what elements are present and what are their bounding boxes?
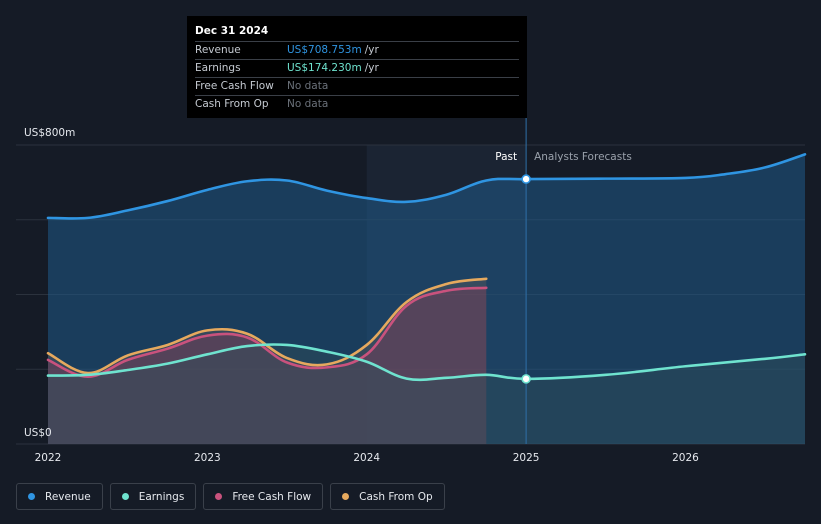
legend-label-free-cash-flow: Free Cash Flow [232,490,312,503]
free-cash-flow-dot-icon [215,493,223,500]
free-cash-flow-line [46,286,488,379]
cash-from-op-area [48,278,487,444]
revenue-area [48,154,805,444]
cash-from-op-dot-icon [342,493,350,500]
legend-label-earnings: Earnings [138,490,185,503]
legend-item-revenue[interactable]: Revenue [16,483,103,510]
tooltip-value-revenue: US$708.753m [287,44,362,56]
tooltip-row-earnings: Earnings US$174.230m /yr [195,59,519,77]
chart: US$0 US$800m 2022 2023 2024 2025 2026 Past Analy… [16,118,807,464]
tooltip-label-earnings: Earnings [195,62,241,74]
tooltip: Dec 31 2024 Revenue US$708.753m /yr Earn… [187,16,527,118]
tooltip-unit-earnings: /yr [364,62,379,74]
legend-item-cash-from-op[interactable]: Cash From Op [330,483,445,510]
legend-item-free-cash-flow[interactable]: Free Cash Flow [203,483,324,510]
tooltip-value-cash-from-op: No data [287,98,329,110]
x-tick-label-2024: 2024 [353,452,380,464]
past-label: Past [495,151,517,163]
tooltip-row-cash-from-op: Cash From Op No data [195,95,519,113]
revenue-marker [521,174,531,184]
free-cash-flow-area [48,287,487,444]
y-tick-label-0: US$0 [24,427,52,439]
tooltip-unit-revenue: /yr [364,44,379,56]
legend-item-earnings[interactable]: Earnings [109,483,197,510]
y-tick-label-max: US$800m [24,127,75,139]
legend-label-revenue: Revenue [45,490,91,503]
x-tick-label-2026: 2026 [672,452,699,464]
tooltip-date: Dec 31 2024 [195,25,269,37]
earnings-dot-icon [121,493,129,500]
earnings-line [46,343,807,382]
revenue-dot-icon [28,493,35,500]
tooltip-label-cash-from-op: Cash From Op [195,98,269,110]
earnings-area [48,344,805,444]
legend-label-cash-from-op: Cash From Op [359,490,433,503]
revenue-line [46,153,807,220]
earnings-marker [521,374,531,384]
tooltip-value-earnings: US$174.230m [287,62,362,74]
tooltip-value-free-cash-flow: No data [287,80,329,92]
legend: Revenue Earnings Free Cash Flow Cash Fro… [16,483,445,510]
forecast-label: Analysts Forecasts [534,151,632,163]
x-tick-label-2022: 2022 [35,452,62,464]
tooltip-row-revenue: Revenue US$708.753m /yr [195,41,519,59]
tooltip-row-free-cash-flow: Free Cash Flow No data [195,77,519,95]
x-tick-label-2023: 2023 [194,452,221,464]
x-tick-label-2025: 2025 [513,452,540,464]
tooltip-label-free-cash-flow: Free Cash Flow [195,80,274,92]
tooltip-label-revenue: Revenue [195,44,241,56]
